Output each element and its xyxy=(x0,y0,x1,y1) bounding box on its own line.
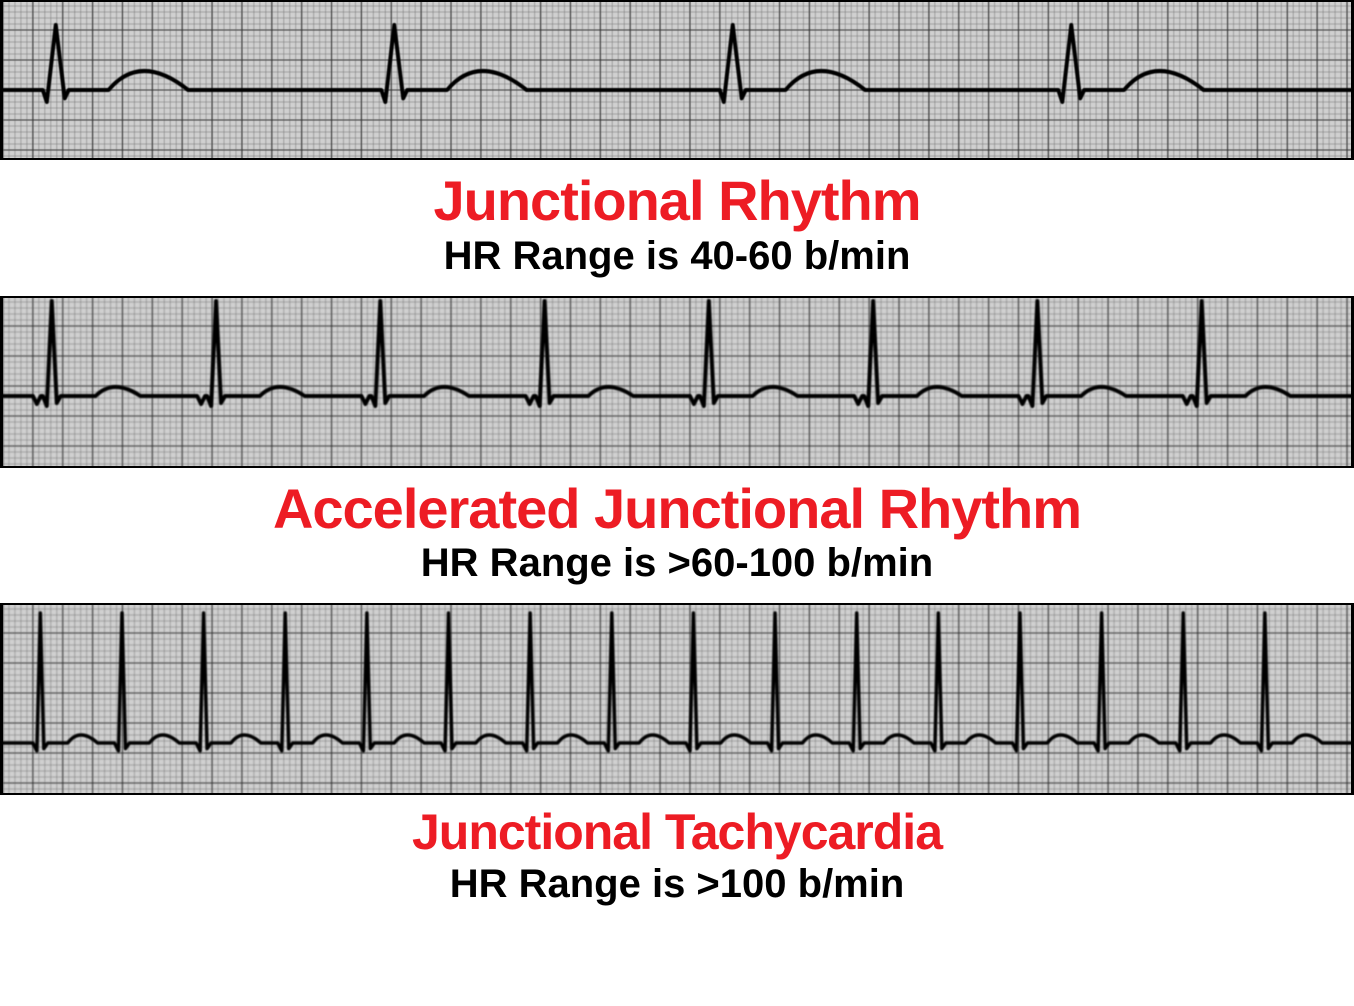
ecg-strip-accelerated xyxy=(0,296,1354,468)
title-junctional: Junctional Rhythm xyxy=(0,170,1354,232)
subtitle-tachycardia: HR Range is >100 b/min xyxy=(0,862,1354,906)
section-accelerated: Accelerated Junctional Rhythm HR Range i… xyxy=(0,296,1354,604)
ecg-strip-junctional xyxy=(0,0,1354,160)
section-tachycardia: Junctional Tachycardia HR Range is >100 … xyxy=(0,603,1354,924)
caption-tachycardia: Junctional Tachycardia HR Range is >100 … xyxy=(0,795,1354,924)
section-junctional-rhythm: Junctional Rhythm HR Range is 40-60 b/mi… xyxy=(0,0,1354,296)
title-accelerated: Accelerated Junctional Rhythm xyxy=(0,478,1354,540)
caption-junctional: Junctional Rhythm HR Range is 40-60 b/mi… xyxy=(0,160,1354,296)
ecg-strip-tachycardia xyxy=(0,603,1354,795)
subtitle-accelerated: HR Range is >60-100 b/min xyxy=(0,541,1354,585)
caption-accelerated: Accelerated Junctional Rhythm HR Range i… xyxy=(0,468,1354,604)
subtitle-junctional: HR Range is 40-60 b/min xyxy=(0,234,1354,278)
title-tachycardia: Junctional Tachycardia xyxy=(0,805,1354,860)
